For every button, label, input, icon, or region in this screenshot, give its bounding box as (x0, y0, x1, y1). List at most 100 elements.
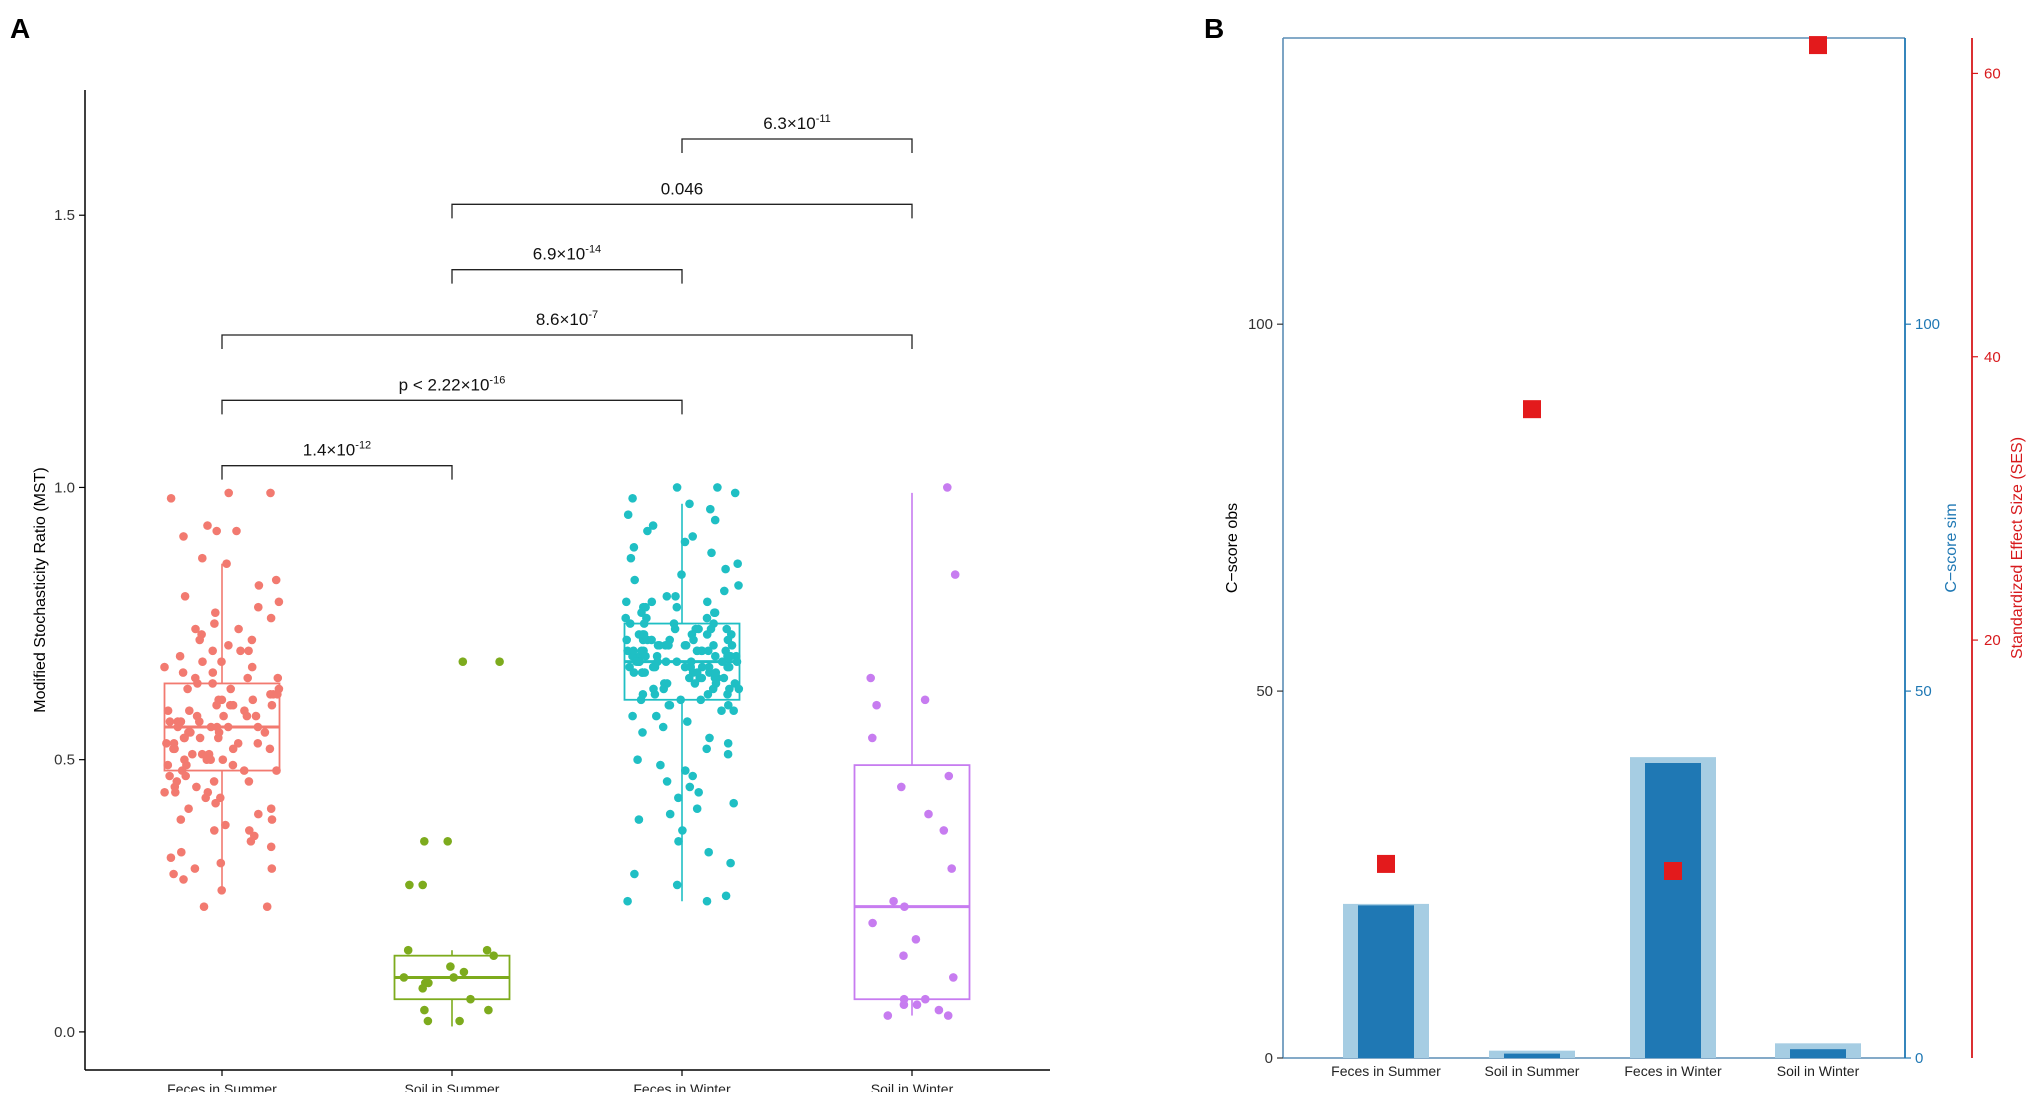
a-data-point (688, 771, 697, 781)
a-data-point (272, 766, 281, 775)
a-data-point (912, 1000, 922, 1009)
a-data-point (692, 668, 702, 677)
a-data-point (166, 494, 176, 503)
panel-a-letter: A (10, 13, 30, 44)
a-data-point (172, 777, 182, 786)
a-data-point (239, 766, 249, 775)
a-data-point (625, 662, 634, 672)
a-category-label-soil-in-summer: Soil in Summer (405, 1081, 500, 1092)
a-p-value-exponent: -16 (489, 374, 505, 386)
a-data-point (678, 826, 687, 835)
panel-a-boxplot: 0.0 0.5 1.0 1.5 Modified Stochasticity Ratio… (32, 90, 1050, 1097)
a-data-point (266, 488, 275, 498)
a-data-point (872, 700, 881, 710)
a-data-point (897, 782, 906, 792)
a-data-point (703, 690, 713, 699)
a-data-point (459, 967, 469, 977)
b-ses-marker-feces-in-summer (1377, 854, 1395, 873)
a-data-point (210, 619, 219, 628)
a-data-point (274, 597, 284, 607)
a-data-point (234, 624, 243, 634)
a-bracket-line (681, 138, 913, 153)
a-data-point (717, 706, 726, 715)
a-data-point (181, 771, 190, 781)
a-data-point (639, 619, 649, 628)
a-data-point (455, 1016, 464, 1026)
b-category-label-feces-in-summer: Feces in Summer (1331, 1063, 1441, 1079)
a-data-point (424, 978, 433, 988)
a-data-point (232, 526, 241, 536)
a-data-point (216, 858, 226, 868)
a-data-point (163, 760, 173, 770)
a-data-point (628, 711, 637, 721)
a-data-point (709, 641, 718, 650)
a-data-point (224, 641, 233, 650)
a-data-point (268, 690, 278, 699)
a-data-point (950, 570, 960, 579)
a-data-point (226, 684, 235, 694)
a-data-point (179, 532, 188, 541)
a-data-point (420, 837, 429, 846)
a-data-point (899, 951, 908, 960)
a-data-point (721, 891, 731, 901)
a-data-point (696, 695, 706, 705)
b-category-label-feces-in-winter: Feces in Winter (1624, 1063, 1722, 1079)
b-bar-obs-feces-in-summer (1358, 905, 1414, 1058)
a-data-point (634, 815, 644, 824)
a-data-point (233, 739, 243, 748)
b-bar-obs-soil-in-winter (1790, 1049, 1846, 1058)
a-data-point (690, 679, 700, 688)
a-p-value-label: 6.9×10-14 (533, 244, 601, 264)
a-data-point (191, 624, 200, 634)
a-data-point (702, 896, 712, 906)
a-data-point (244, 646, 253, 656)
a-data-point (195, 717, 204, 726)
b-ses-marker-feces-in-winter (1664, 862, 1682, 880)
a-data-point (723, 749, 733, 759)
a-data-point (208, 646, 217, 656)
a-data-point (262, 902, 272, 911)
a-data-point (253, 722, 263, 732)
a-comparison-bracket-4: p < 2.22×10-16 (221, 374, 683, 415)
a-data-point (267, 700, 277, 710)
a-data-point (253, 739, 263, 748)
a-data-point (730, 488, 740, 498)
a-data-point (489, 951, 499, 960)
a-data-point (165, 771, 174, 781)
a-data-point (266, 613, 276, 623)
b-ses-marker-soil-in-winter (1809, 36, 1827, 55)
a-data-point (711, 651, 720, 661)
a-data-point (729, 706, 738, 715)
a-data-point (947, 864, 956, 873)
a-data-point (175, 651, 185, 661)
b-left-axis-title: C−score obs (1224, 503, 1241, 593)
a-p-value-label: 0.046 (661, 179, 704, 198)
a-data-point (226, 700, 235, 710)
a-data-point (943, 1011, 953, 1020)
a-data-point (671, 592, 680, 601)
a-data-point (662, 777, 672, 786)
a-p-value-base: p < 2.22×10 (399, 375, 490, 394)
a-data-point (245, 826, 254, 835)
panel-b-letter: B (1204, 13, 1224, 44)
a-comparison-bracket-3: 8.6×10-7 (221, 309, 913, 349)
a-data-point (179, 875, 188, 884)
a-data-point (246, 837, 256, 846)
a-data-point (674, 837, 683, 846)
a-data-point (160, 788, 169, 797)
a-data-point (206, 755, 215, 764)
a-data-point (694, 788, 703, 797)
b-right-tick-label: 0 (1915, 1050, 1923, 1067)
a-data-point (706, 504, 715, 514)
a-data-point (171, 788, 180, 797)
a-data-point (244, 777, 254, 786)
a-data-point (711, 679, 721, 688)
a-points-soil-in-winter (866, 483, 960, 1020)
a-data-point (719, 673, 729, 683)
a-data-point (623, 896, 632, 906)
a-data-point (707, 548, 716, 558)
a-data-point (180, 592, 190, 601)
a-data-point (628, 494, 637, 503)
a-data-point (626, 553, 636, 563)
a-p-value-label: p < 2.22×10-16 (399, 374, 506, 394)
